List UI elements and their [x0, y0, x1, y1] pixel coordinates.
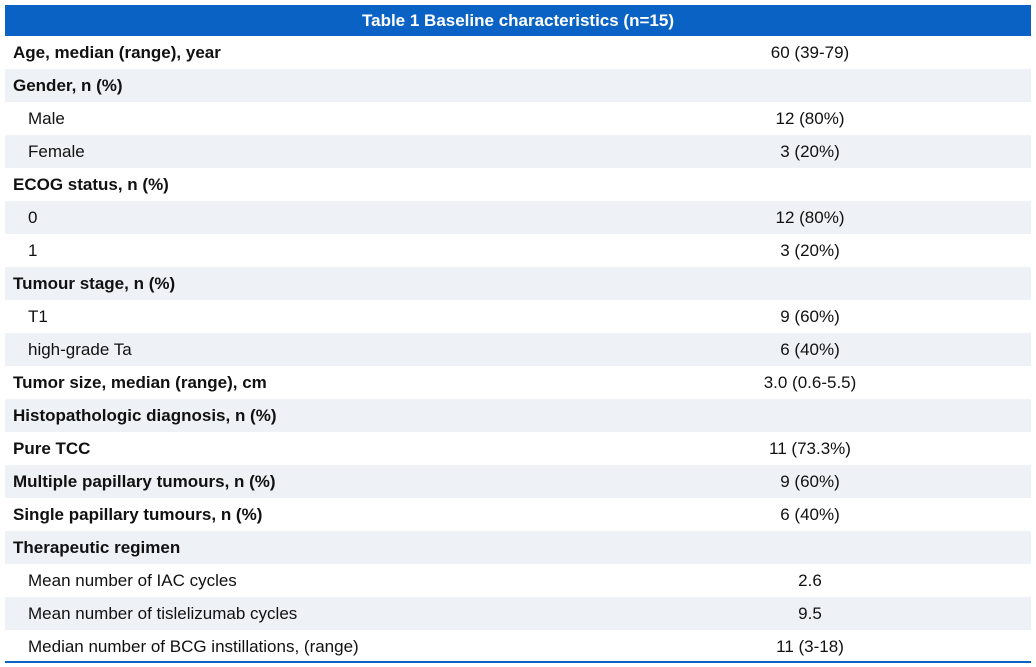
- row-value: 11 (73.3%): [769, 439, 851, 458]
- row-value: 9.5: [798, 604, 822, 623]
- table-row: Single papillary tumours, n (%) 6 (40%): [5, 498, 1031, 531]
- table-row: Tumor size, median (range), cm 3.0 (0.6-5…: [5, 366, 1031, 399]
- row-label: Tumour stage, n (%): [13, 274, 176, 293]
- row-value: 3 (20%): [780, 142, 840, 161]
- row-value: 3.0 (0.6-5.5): [763, 373, 857, 392]
- row-value: 6 (40%): [780, 340, 840, 359]
- table-row: Multiple papillary tumours, n (%) 9 (60%): [5, 465, 1031, 498]
- row-label: Age, median (range), year: [13, 43, 221, 62]
- table-row: Tumour stage, n (%): [5, 267, 1031, 300]
- row-label: Mean number of IAC cycles: [28, 571, 237, 590]
- table-row: Female 3 (20%): [5, 135, 1031, 168]
- table-row: Pure TCC 11 (73.3%): [5, 432, 1031, 465]
- table-row: high-grade Ta 6 (40%): [5, 333, 1031, 366]
- row-value: 2.6: [798, 571, 822, 590]
- row-label: Single papillary tumours, n (%): [13, 505, 263, 524]
- row-value: 60 (39-79): [770, 43, 850, 62]
- row-label: Therapeutic regimen: [13, 538, 181, 557]
- table-row: 0 12 (80%): [5, 201, 1031, 234]
- bottom-rule: [5, 661, 1031, 663]
- row-value: 9 (60%): [780, 307, 840, 326]
- table-row: Gender, n (%): [5, 69, 1031, 102]
- table-row: 1 3 (20%): [5, 234, 1031, 267]
- table-row: Age, median (range), year 60 (39-79): [5, 36, 1031, 69]
- row-label: T1: [28, 307, 48, 326]
- table-row: Median number of BCG instillations, (ran…: [5, 630, 1031, 663]
- table-title: Table 1 Baseline characteristics (n=15): [5, 5, 1031, 36]
- row-label: Pure TCC: [13, 439, 91, 458]
- row-value: 11 (3-18): [776, 637, 844, 656]
- row-label: Mean number of tislelizumab cycles: [28, 604, 298, 623]
- row-label: high-grade Ta: [28, 340, 132, 359]
- row-value: 12 (80%): [775, 208, 845, 227]
- row-label: Histopathologic diagnosis, n (%): [13, 406, 277, 425]
- row-value: 9 (60%): [780, 472, 840, 491]
- row-label: Female: [28, 142, 85, 161]
- table-row: Histopathologic diagnosis, n (%): [5, 399, 1031, 432]
- row-label: Multiple papillary tumours, n (%): [13, 472, 276, 491]
- table-row: Therapeutic regimen: [5, 531, 1031, 564]
- table-row: ECOG status, n (%): [5, 168, 1031, 201]
- row-label: Gender, n (%): [13, 76, 123, 95]
- row-label: ECOG status, n (%): [13, 175, 169, 194]
- row-label: 1: [28, 241, 38, 260]
- table-body: Age, median (range), year 60 (39-79) Gende…: [5, 36, 1031, 663]
- row-label: 0: [28, 208, 38, 227]
- table-row: T1 9 (60%): [5, 300, 1031, 333]
- table-row: Mean number of tislelizumab cycles 9.5: [5, 597, 1031, 630]
- table-row: Mean number of IAC cycles 2.6: [5, 564, 1031, 597]
- row-label: Tumor size, median (range), cm: [13, 373, 267, 392]
- row-label: Median number of BCG instillations, (ran…: [28, 637, 359, 656]
- row-value: 12 (80%): [775, 109, 845, 128]
- row-value: 6 (40%): [780, 505, 840, 524]
- table: Table 1 Baseline characteristics (n=15) …: [5, 5, 1031, 663]
- row-label: Male: [28, 109, 65, 128]
- row-value: 3 (20%): [780, 241, 840, 260]
- table-row: Male 12 (80%): [5, 102, 1031, 135]
